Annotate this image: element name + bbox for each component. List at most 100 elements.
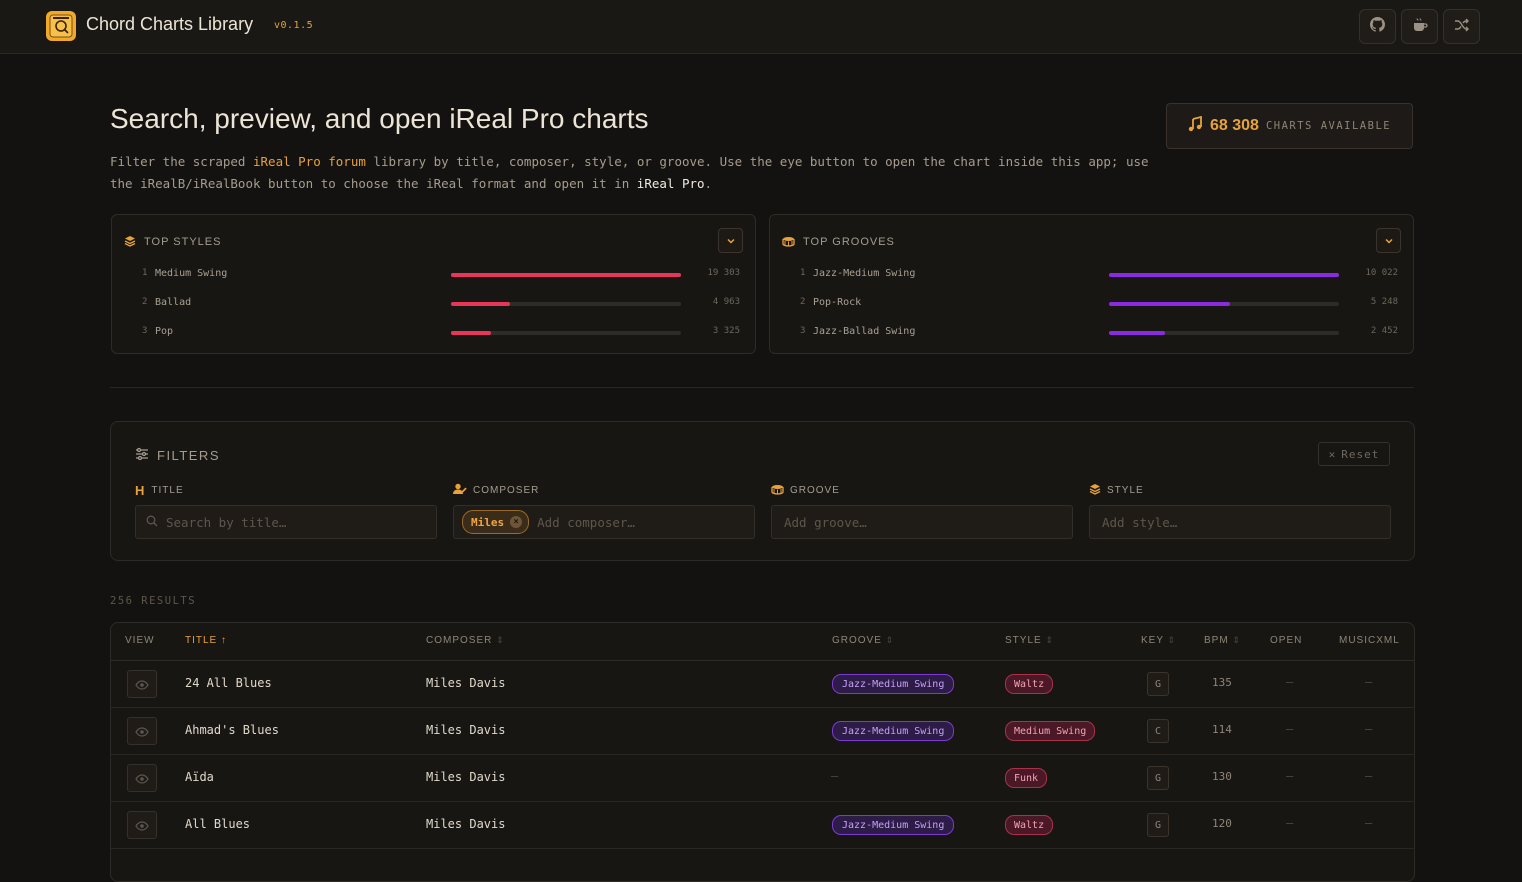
- style-badge: Funk: [1005, 768, 1048, 788]
- col-bpm[interactable]: BPM ⇕: [1204, 635, 1241, 646]
- col-title[interactable]: TITLE ↑: [185, 635, 228, 646]
- rank-count: 10 022: [1365, 268, 1398, 278]
- rank-bar-fill: [451, 302, 511, 306]
- rank-row[interactable]: 3 Jazz-Ballad Swing 2 452: [800, 326, 1398, 340]
- row-composer: Miles Davis: [426, 817, 506, 831]
- groove-badge: Jazz-Medium Swing: [832, 815, 955, 835]
- col-label: STYLE: [1005, 635, 1042, 646]
- table-header: VIEW TITLE ↑ COMPOSER ⇕ GROOVE ⇕ STYLE ⇕…: [111, 623, 1414, 661]
- coffee-button[interactable]: [1401, 9, 1438, 44]
- rank-number: 2: [142, 297, 148, 307]
- user-edit-icon: [453, 483, 467, 498]
- view-chart-button[interactable]: [127, 764, 157, 792]
- sliders-icon: [135, 446, 149, 465]
- table-row[interactable]: Aïda Miles Davis — Funk G 130 — —: [111, 754, 1414, 802]
- rank-row[interactable]: 2 Pop-Rock 5 248: [800, 297, 1398, 311]
- row-musicxml: —: [1365, 769, 1373, 783]
- app-title: Chord Charts Library: [86, 14, 254, 34]
- table-row[interactable]: All Blues Miles Davis Jazz-Medium Swing Wal…: [111, 801, 1414, 849]
- row-musicxml: —: [1365, 816, 1373, 830]
- results-count: 256 RESULTS: [110, 595, 197, 607]
- groove-input[interactable]: Add groove…: [771, 505, 1073, 539]
- rank-number: 1: [800, 268, 806, 278]
- rank-count: 3 325: [712, 326, 740, 336]
- composer-chip[interactable]: Miles ×: [462, 510, 530, 534]
- key-badge: G: [1147, 672, 1169, 696]
- col-groove[interactable]: GROOVE ⇕: [832, 635, 894, 646]
- col-style[interactable]: STYLE ⇕: [1005, 635, 1054, 646]
- row-title: Aïda: [185, 770, 214, 784]
- charts-count: 68 308: [1210, 117, 1259, 134]
- rank-bar-fill: [1109, 302, 1230, 306]
- reset-label: Reset: [1341, 447, 1380, 461]
- panel-title: TOP STYLES: [144, 235, 222, 248]
- eye-icon: [135, 675, 149, 694]
- sort-icon: ⇕: [1167, 635, 1177, 645]
- eye-icon: [135, 769, 149, 788]
- view-chart-button[interactable]: [127, 717, 157, 745]
- input-placeholder: Add style…: [1102, 514, 1178, 530]
- rank-number: 3: [142, 326, 148, 336]
- search-icon: [146, 515, 158, 530]
- rank-name: Pop-Rock: [813, 297, 862, 308]
- key-badge: G: [1147, 813, 1169, 837]
- charts-available-box: 68 308 CHARTS AVAILABLE: [1166, 103, 1413, 149]
- table-row[interactable]: Ahmad's Blues Miles Davis Jazz-Medium Swin…: [111, 707, 1414, 755]
- style-input[interactable]: Add style…: [1089, 505, 1391, 539]
- col-label: BPM: [1204, 635, 1229, 646]
- top-bar: Chord Charts Library v0.1.5: [0, 0, 1522, 54]
- composer-input[interactable]: Miles × Add composer…: [453, 505, 755, 539]
- row-title: Ahmad's Blues: [185, 723, 279, 737]
- row-musicxml: —: [1365, 675, 1373, 689]
- row-open: —: [1286, 675, 1294, 689]
- description-text: library by title, composer, style, or gr…: [110, 154, 1149, 191]
- col-key[interactable]: KEY ⇕: [1141, 635, 1176, 646]
- col-label: KEY: [1141, 635, 1164, 646]
- key-badge: G: [1147, 766, 1169, 790]
- filter-label: TITLE: [151, 484, 184, 496]
- rank-name: Jazz-Ballad Swing: [813, 326, 916, 337]
- collapse-toggle[interactable]: [718, 228, 743, 253]
- row-bpm: 135: [1212, 676, 1232, 689]
- section-divider: [110, 387, 1414, 388]
- view-chart-button[interactable]: [127, 811, 157, 839]
- rank-bar: [451, 273, 681, 277]
- composer-filter: COMPOSER Miles × Add composer…: [453, 483, 755, 539]
- sort-icon: ⇕: [1045, 635, 1055, 645]
- description-text: Filter the scraped: [110, 154, 253, 169]
- rank-bar-fill: [451, 273, 681, 277]
- sort-icon: ⇕: [885, 635, 895, 645]
- github-icon: [1370, 17, 1385, 36]
- ireal-forum-link[interactable]: iReal Pro forum: [253, 154, 366, 169]
- row-open: —: [1286, 769, 1294, 783]
- chevron-down-icon: [1384, 231, 1394, 250]
- panel-title: TOP GROOVES: [803, 235, 895, 248]
- col-composer[interactable]: COMPOSER ⇕: [426, 635, 505, 646]
- rank-row[interactable]: 1 Medium Swing 19 303: [142, 268, 740, 282]
- rank-row[interactable]: 1 Jazz-Medium Swing 10 022: [800, 268, 1398, 282]
- collapse-toggle[interactable]: [1376, 228, 1401, 253]
- rank-name: Jazz-Medium Swing: [813, 268, 916, 279]
- groove-filter: GROOVE Add groove…: [771, 483, 1073, 539]
- view-chart-button[interactable]: [127, 670, 157, 698]
- groove-empty: —: [831, 769, 839, 783]
- music-note-icon: [1187, 115, 1203, 136]
- reset-button[interactable]: ✕ Reset: [1318, 442, 1390, 466]
- table-row[interactable]: 24 All Blues Miles Davis Jazz-Medium Swing…: [111, 660, 1414, 708]
- rank-count: 19 303: [707, 268, 740, 278]
- style-badge: Waltz: [1005, 815, 1054, 835]
- shuffle-button[interactable]: [1443, 9, 1480, 44]
- rank-bar-fill: [1109, 273, 1339, 277]
- input-placeholder: Add composer…: [537, 514, 635, 530]
- rank-number: 2: [800, 297, 806, 307]
- filter-label: GROOVE: [790, 484, 840, 496]
- filter-label: COMPOSER: [473, 484, 540, 496]
- chevron-down-icon: [726, 231, 736, 250]
- remove-chip-icon[interactable]: ×: [510, 516, 523, 528]
- rank-row[interactable]: 2 Ballad 4 963: [142, 297, 740, 311]
- rank-row[interactable]: 3 Pop 3 325: [142, 326, 740, 340]
- shuffle-icon: [1454, 17, 1470, 37]
- github-button[interactable]: [1359, 9, 1396, 44]
- style-badge: Medium Swing: [1005, 721, 1096, 741]
- title-search-input[interactable]: Search by title…: [135, 505, 437, 539]
